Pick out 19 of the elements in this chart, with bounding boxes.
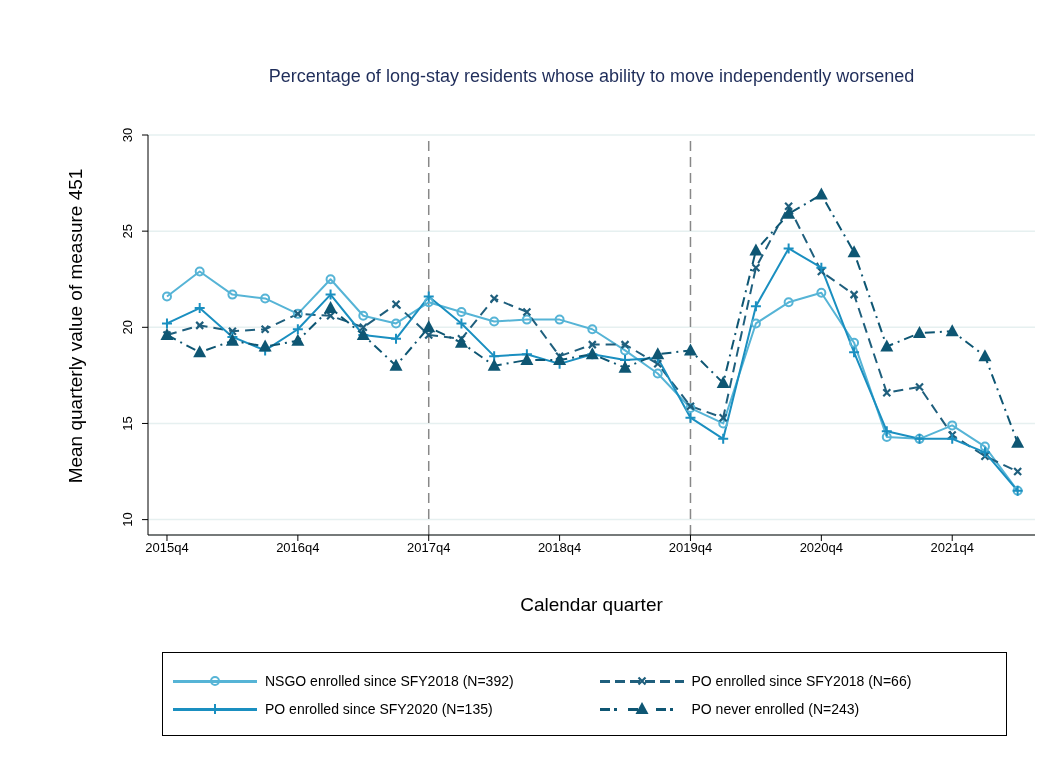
x-tick-label: 2019q4 <box>668 540 713 556</box>
x-tick-label: 2016q4 <box>276 540 320 556</box>
x-tick-label: 2021q4 <box>930 540 974 556</box>
y-tick-label: 25 <box>120 223 135 239</box>
legend-label: PO enrolled since SFY2020 (N=135) <box>265 701 493 717</box>
chart-title: Percentage of long-stay residents whose ability to move independently worsened <box>267 66 916 87</box>
x-tick-label: 2018q4 <box>537 540 582 556</box>
legend-label: PO enrolled since SFY2018 (N=66) <box>691 673 912 689</box>
x-tick-label: 2015q4 <box>145 540 189 556</box>
legend-label: NSGO enrolled since SFY2018 (N=392) <box>265 673 514 689</box>
y-tick-label: 15 <box>120 416 135 431</box>
y-tick-label: 10 <box>120 512 135 527</box>
y-tick-label: 30 <box>120 127 135 143</box>
legend-label: PO never enrolled (N=243) <box>691 701 860 717</box>
y-axis-title: Mean quarterly value of measure 451 <box>65 168 87 484</box>
y-tick-label: 20 <box>120 320 135 335</box>
x-tick-label: 2020q4 <box>799 540 844 556</box>
x-tick-label: 2017q4 <box>407 540 451 556</box>
x-axis-title: Calendar quarter <box>519 594 664 616</box>
